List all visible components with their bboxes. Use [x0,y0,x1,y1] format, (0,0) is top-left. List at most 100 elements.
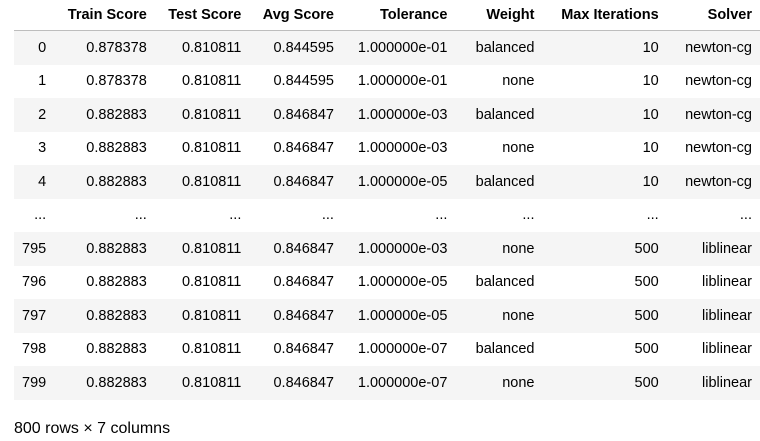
row-index-cell: 798 [14,332,55,366]
table-cell: 0.810811 [154,366,250,400]
column-header: Tolerance [341,0,456,31]
table-cell: 0.846847 [249,165,342,199]
table-cell: liblinear [666,332,760,366]
table-cell: 1.000000e-05 [341,299,456,333]
table-row: 796 0.882883 0.810811 0.846847 1.000000e-05 b… [14,265,760,299]
table-body: 0 0.878378 0.810811 0.844595 1.000000e-01 bal… [14,30,760,400]
table-cell: 1.000000e-05 [341,265,456,299]
table-cell: liblinear [666,366,760,400]
table-cell: 0.846847 [249,299,342,333]
table-cell: 0.810811 [154,165,250,199]
table-cell: 1.000000e-01 [341,64,456,98]
table-row: 4 0.882883 0.810811 0.846847 1.000000e-05 bal… [14,165,760,199]
table-cell: 10 [542,98,667,132]
table-cell: none [455,366,543,400]
table-cell: 0.846847 [249,332,342,366]
column-header: Max Iterations [542,0,667,31]
table-cell: 1.000000e-03 [341,232,456,266]
table-cell: 0.882883 [54,332,155,366]
table-cell: 0.882883 [54,299,155,333]
table-cell: 0.810811 [154,98,250,132]
table-cell: 0.878378 [54,64,155,98]
column-header: Avg Score [249,0,342,31]
table-cell: ... [154,198,250,232]
table-cell: none [455,299,543,333]
table-cell: ... [455,198,543,232]
table-cell: 1.000000e-03 [341,131,456,165]
row-index-cell: 796 [14,265,55,299]
table-cell: balanced [455,98,543,132]
column-header: Test Score [154,0,250,31]
table-cell: 0.810811 [154,299,250,333]
table-cell: 10 [542,30,667,65]
table-cell: 0.810811 [154,30,250,65]
table-cell: 0.810811 [154,232,250,266]
table-cell: 0.882883 [54,165,155,199]
row-index-cell: ... [14,198,55,232]
row-index-cell: 797 [14,299,55,333]
table-cell: newton-cg [666,30,760,65]
table-cell: 0.882883 [54,265,155,299]
table-cell: none [455,131,543,165]
table-cell: 0.882883 [54,131,155,165]
table-row: 2 0.882883 0.810811 0.846847 1.000000e-03 bal… [14,98,760,132]
header-row: Train Score Test Score Avg Score Tolerance W… [14,0,760,31]
table-cell: 1.000000e-07 [341,366,456,400]
table-cell: 0.846847 [249,366,342,400]
table-cell: 0.810811 [154,64,250,98]
table-row: 3 0.882883 0.810811 0.846847 1.000000e-03 non… [14,131,760,165]
table-cell: liblinear [666,265,760,299]
table-cell: 500 [542,332,667,366]
table-cell: none [455,232,543,266]
table-cell: 500 [542,299,667,333]
row-index-cell: 4 [14,165,55,199]
table-cell: 1.000000e-01 [341,30,456,65]
table-row: 1 0.878378 0.810811 0.844595 1.000000e-01 non… [14,64,760,98]
results-table: Train Score Test Score Avg Score Tolerance W… [14,0,760,400]
table-cell: 1.000000e-05 [341,165,456,199]
table-cell: 1.000000e-07 [341,332,456,366]
row-index-cell: 1 [14,64,55,98]
table-header: Train Score Test Score Avg Score Tolerance W… [14,0,760,31]
table-cell: ... [341,198,456,232]
table-cell: 0.878378 [54,30,155,65]
table-cell: 0.882883 [54,98,155,132]
table-cell: 0.846847 [249,232,342,266]
column-header: Weight [455,0,543,31]
table-row: 798 0.882883 0.810811 0.846847 1.000000e-07 b… [14,332,760,366]
table-cell: ... [54,198,155,232]
table-row: 795 0.882883 0.810811 0.846847 1.000000e-03 n… [14,232,760,266]
table-row: ........................ [14,198,760,232]
table-cell: liblinear [666,299,760,333]
table-cell: 10 [542,131,667,165]
table-cell: newton-cg [666,165,760,199]
table-cell: 500 [542,265,667,299]
table-cell: balanced [455,165,543,199]
table-cell: 0.846847 [249,131,342,165]
table-row: 799 0.882883 0.810811 0.846847 1.000000e-07 n… [14,366,760,400]
column-header: Solver [666,0,760,31]
table-cell: 10 [542,165,667,199]
table-cell: ... [542,198,667,232]
table-cell: 0.844595 [249,64,342,98]
table-cell: 0.810811 [154,332,250,366]
table-cell: 0.810811 [154,131,250,165]
table-cell: newton-cg [666,98,760,132]
column-header: Train Score [54,0,155,31]
table-cell: 10 [542,64,667,98]
table-row: 0 0.878378 0.810811 0.844595 1.000000e-01 bal… [14,30,760,65]
index-header [14,0,55,31]
row-index-cell: 3 [14,131,55,165]
table-cell: balanced [455,30,543,65]
table-cell: 500 [542,232,667,266]
shape-summary: 800 rows × 7 columns [14,420,171,437]
table-cell: 0.882883 [54,366,155,400]
table-cell: balanced [455,332,543,366]
row-index-cell: 795 [14,232,55,266]
row-index-cell: 0 [14,30,55,65]
row-index-cell: 799 [14,366,55,400]
table-cell: ... [249,198,342,232]
table-row: 797 0.882883 0.810811 0.846847 1.000000e-05 n… [14,299,760,333]
table-cell: balanced [455,265,543,299]
